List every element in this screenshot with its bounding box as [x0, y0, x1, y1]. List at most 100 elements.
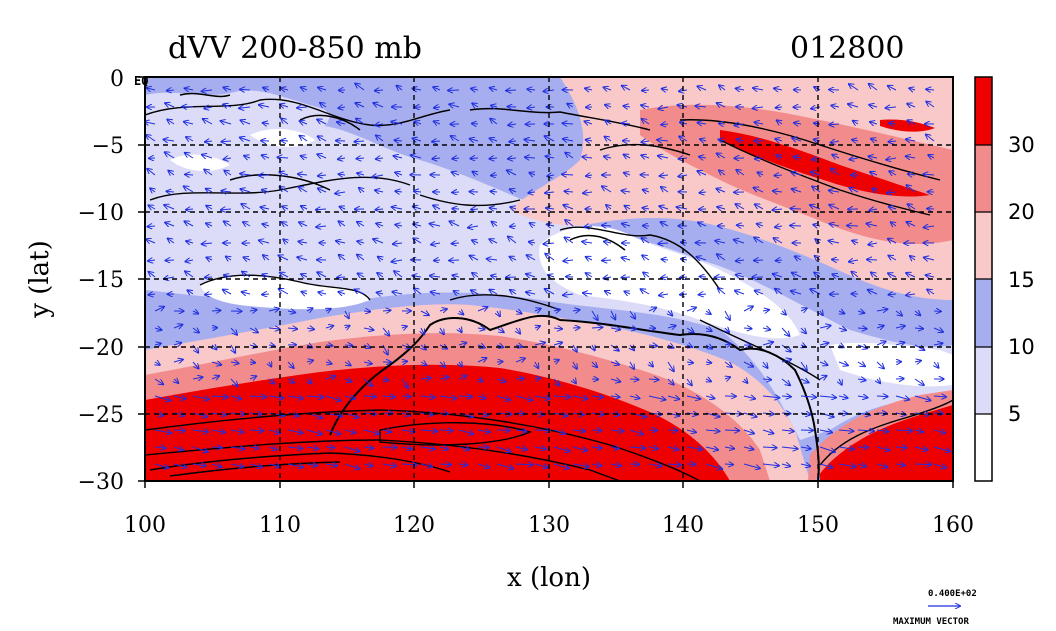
wind-vector: [907, 185, 916, 193]
wind-vector: [857, 328, 867, 329]
wind-vector: [489, 239, 498, 243]
wind-vector: [857, 379, 866, 380]
wind-vector: [452, 243, 460, 244]
wind-vector: [591, 310, 598, 320]
wind-vector: [724, 464, 733, 465]
wind-vector: [154, 395, 170, 401]
wind-vector: [800, 379, 809, 383]
wind-vector: [743, 413, 757, 417]
wind-vector: [545, 192, 555, 193]
wind-vector: [889, 123, 897, 124]
wind-vector: [790, 209, 802, 210]
wind-vector: [811, 172, 821, 175]
wind-vector: [192, 396, 209, 399]
wind-vector: [648, 464, 662, 466]
wind-vector: [148, 226, 156, 227]
wind-vector: [604, 87, 612, 90]
wind-vector: [534, 343, 545, 346]
wind-vector: [876, 309, 887, 311]
wind-vector: [185, 221, 194, 227]
wind-vector: [622, 191, 631, 192]
wind-vector: [282, 206, 289, 209]
wind-vector: [630, 361, 634, 369]
wind-vector: [268, 396, 284, 398]
wind-vector: [477, 396, 486, 398]
wind-vector: [395, 225, 403, 226]
wind-vector: [317, 154, 327, 158]
wind-vector: [439, 447, 448, 449]
wind-vector: [507, 170, 517, 176]
wind-vector: [572, 464, 589, 467]
wind-vector: [373, 103, 384, 107]
wind-vector: [375, 190, 384, 192]
wind-vector: [211, 310, 220, 311]
wind-vector: [743, 447, 753, 449]
wind-vector: [895, 342, 904, 345]
wind-vector: [762, 430, 773, 433]
wind-vector: [439, 309, 447, 311]
wind-vector: [306, 360, 313, 362]
wind-vector: [603, 277, 612, 278]
wind-vector: [205, 277, 213, 278]
x-tick-label: 140: [662, 513, 704, 538]
wind-vector: [231, 344, 235, 353]
wind-vector: [223, 104, 232, 107]
wind-vector: [230, 327, 237, 335]
wind-vector: [829, 205, 840, 209]
wind-vector: [923, 174, 935, 175]
wind-vector: [605, 291, 612, 294]
wind-vector: [700, 277, 707, 278]
wind-vector: [401, 430, 415, 432]
wind-vector: [573, 361, 577, 369]
wind-vector: [149, 205, 156, 209]
wind-vector: [718, 140, 726, 142]
wind-vector: [401, 396, 411, 397]
wind-vector: [888, 239, 897, 243]
wind-vector: [392, 292, 403, 294]
wind-vector: [490, 119, 498, 125]
wind-vector: [667, 378, 674, 385]
wind-vector: [325, 395, 341, 401]
wind-vector: [515, 395, 532, 400]
wind-vector: [268, 430, 280, 433]
wind-vector: [659, 206, 669, 209]
wind-vector: [338, 107, 346, 108]
x-tick-label: 100: [124, 513, 166, 538]
wind-vector: [325, 362, 332, 364]
wind-vector: [263, 255, 270, 260]
wind-vector: [792, 138, 802, 141]
wind-vector: [857, 430, 874, 431]
wind-vector: [621, 277, 631, 278]
wind-vector: [622, 123, 631, 124]
wind-vector: [546, 208, 555, 209]
wind-vector: [326, 309, 331, 311]
wind-vector: [643, 190, 650, 192]
wind-vector: [496, 446, 511, 452]
wind-vector: [206, 258, 213, 261]
wind-vector: [337, 277, 346, 278]
wind-vector: [239, 107, 251, 108]
wind-vector: [154, 447, 165, 448]
wind-vector: [871, 139, 878, 141]
wind-vector: [534, 464, 548, 468]
wind-vector: [149, 294, 156, 295]
y-tick-label: −25: [78, 403, 124, 428]
wind-vector: [148, 260, 156, 261]
wind-vector: [582, 242, 593, 243]
y-tick-label: −30: [78, 470, 124, 495]
wind-vector: [262, 224, 270, 226]
wind-vector: [165, 152, 175, 159]
wind-vector: [299, 222, 308, 226]
wind-vector: [376, 209, 384, 210]
wind-vector: [563, 123, 574, 124]
wind-vector: [781, 464, 790, 466]
wind-vector: [458, 464, 467, 465]
wind-vector: [357, 255, 365, 261]
wind-vector: [357, 222, 365, 226]
wind-vector: [895, 447, 907, 448]
wind-vector: [147, 88, 156, 90]
wind-vector: [283, 239, 288, 243]
wind-vector: [907, 104, 916, 107]
wind-vector: [737, 139, 745, 141]
wind-vector: [301, 87, 308, 90]
